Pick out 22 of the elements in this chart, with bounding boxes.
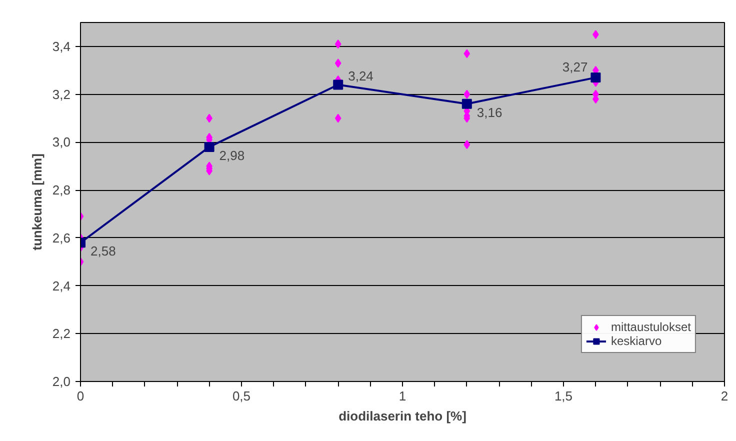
x-tick-label: 1 xyxy=(398,388,406,404)
data-label: 3,16 xyxy=(476,104,502,120)
legend-label: keskiarvo xyxy=(610,334,662,348)
y-tick-label: 2,6 xyxy=(52,230,71,246)
data-label: 3,24 xyxy=(348,68,374,84)
data-label: 2,58 xyxy=(90,244,116,259)
x-axis-title: diodilaserin teho [%] xyxy=(338,408,466,424)
y-tick-label: 3,4 xyxy=(52,38,71,54)
legend-label: mittaustulokset xyxy=(610,320,691,334)
y-tick-label: 2,2 xyxy=(52,326,71,342)
x-tick-label: 0,5 xyxy=(232,388,251,404)
x-tick-label: 1,5 xyxy=(554,388,573,404)
y-tick-label: 2,8 xyxy=(52,182,71,198)
x-tick-label: 0 xyxy=(76,388,84,404)
y-axis-title: tunkeuma [mm] xyxy=(29,154,44,250)
y-tick-label: 3,0 xyxy=(52,134,71,150)
y-tick-label: 2,0 xyxy=(52,374,71,389)
x-tick-label: 2 xyxy=(720,388,728,404)
y-tick-label: 2,4 xyxy=(52,278,71,294)
y-tick-label: 3,2 xyxy=(52,86,71,102)
data-label: 2,98 xyxy=(219,148,245,163)
data-label: 3,27 xyxy=(562,60,588,75)
